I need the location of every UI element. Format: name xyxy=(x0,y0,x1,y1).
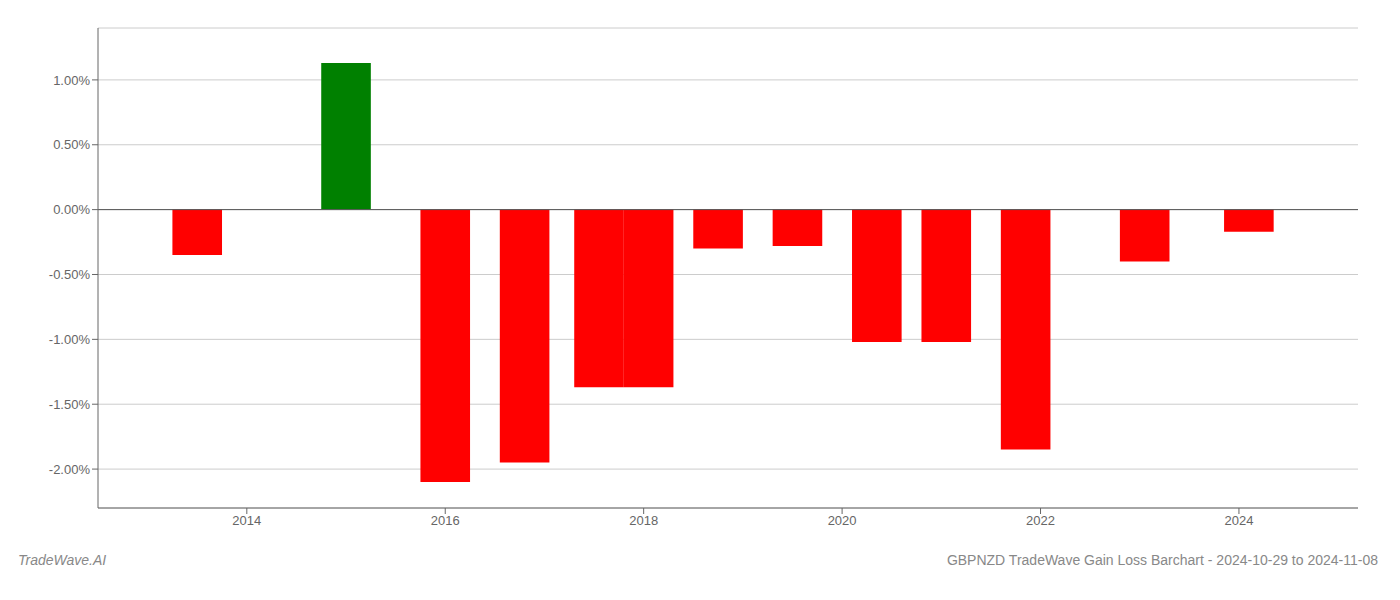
svg-text:-2.00%: -2.00% xyxy=(49,462,91,477)
svg-text:1.00%: 1.00% xyxy=(53,73,90,88)
svg-text:2024: 2024 xyxy=(1224,513,1253,528)
svg-text:2018: 2018 xyxy=(629,513,658,528)
svg-text:0.50%: 0.50% xyxy=(53,137,90,152)
svg-text:-1.50%: -1.50% xyxy=(49,397,91,412)
svg-text:0.00%: 0.00% xyxy=(53,202,90,217)
html-text:GBPNZD TradeWave Gain Loss Bar: GBPNZD TradeWave Gain Loss Barchart - 20… xyxy=(946,552,1378,568)
html-text:TradeWave.AI: TradeWave.AI xyxy=(18,552,107,568)
svg-text:-0.50%: -0.50% xyxy=(49,267,91,282)
svg-text:-1.00%: -1.00% xyxy=(49,332,91,347)
svg-text:2020: 2020 xyxy=(828,513,857,528)
svg-text:2022: 2022 xyxy=(1026,513,1055,528)
svg-text:2016: 2016 xyxy=(431,513,460,528)
svg-text:2014: 2014 xyxy=(232,513,261,528)
